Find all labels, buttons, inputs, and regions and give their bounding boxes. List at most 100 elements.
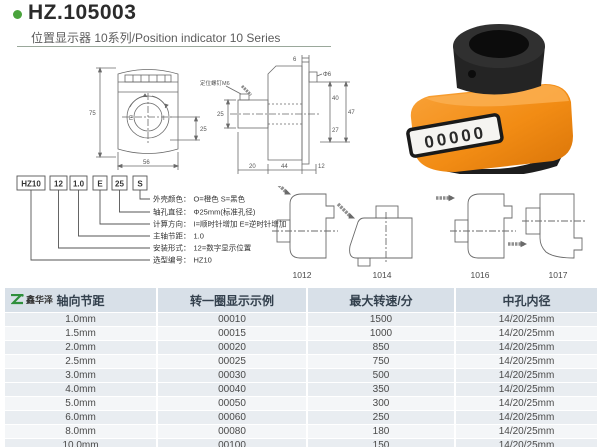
header-label: 中孔内径 (502, 293, 551, 308)
variant-1016-drawing (436, 193, 516, 259)
dim-27: 27 (332, 128, 339, 134)
cell-display: 00015 (156, 326, 307, 341)
variant-label-1016: 1016 (471, 270, 490, 280)
cell-speed: 1500 (306, 312, 455, 327)
dim-width: 56 (143, 160, 150, 166)
brand-logo-icon (11, 294, 24, 305)
cell-display: 00100 (156, 438, 307, 447)
variant-1012-drawing (272, 186, 338, 259)
table-row: 4.0mm 00040 350 14/20/25mm (5, 382, 597, 397)
brand-name: 鑫华泽 (26, 295, 54, 305)
variant-label-1012: 1012 (293, 270, 312, 280)
dir-label-e: E (129, 116, 133, 122)
cell-speed: 180 (306, 424, 455, 439)
cell-pitch: 10.0mm (5, 438, 157, 447)
cell-bore: 14/20/25mm (454, 382, 597, 397)
cell-speed: 1000 (306, 326, 455, 341)
brand-logo: 鑫华泽 (11, 293, 53, 306)
header-max-speed: 最大转速/分 (306, 288, 455, 313)
table-row: 3.0mm 00030 500 14/20/25mm (5, 368, 597, 383)
header-bore-diameter: 中孔内径 (454, 288, 597, 313)
dim-40: 40 (332, 96, 339, 102)
page-title: HZ.105003 (28, 1, 137, 24)
variant-label-1014: 1014 (373, 270, 392, 280)
cell-display: 00060 (156, 410, 307, 425)
shaft-hub (453, 24, 545, 95)
spec-table-header-row: 鑫华泽 轴向节距 转一圈显示示例 最大转速/分 中孔内径 (5, 288, 597, 313)
table-row: 5.0mm 00050 300 14/20/25mm (5, 396, 597, 411)
subtitle-underline (17, 46, 331, 47)
header-label: 转一圈显示示例 (189, 293, 274, 308)
cell-pitch: 5.0mm (5, 396, 157, 411)
code-row-pitch: 主轴节距： 1.0 (153, 231, 204, 241)
cell-bore: 14/20/25mm (454, 354, 597, 369)
cell-display: 00010 (156, 312, 307, 327)
cell-display: 00025 (156, 354, 307, 369)
cell-pitch: 3.0mm (5, 368, 157, 383)
cell-speed: 750 (306, 354, 455, 369)
cell-bore: 14/20/25mm (454, 396, 597, 411)
set-screw-label: 定位螺钉M6 (200, 79, 230, 87)
dim-shaft: 25 (217, 112, 224, 118)
dim-6: 6 (293, 57, 297, 63)
set-screw-hole (468, 70, 476, 78)
code-row-bore: 轴孔直径： Φ25mm(标准孔径) (153, 207, 256, 217)
dim-20: 20 (249, 164, 256, 170)
variant-1017-drawing (508, 193, 586, 259)
cell-bore: 14/20/25mm (454, 438, 597, 447)
counter-window: 00000 (406, 113, 504, 158)
variant-label-1017: 1017 (549, 270, 568, 280)
cell-display: 00050 (156, 396, 307, 411)
dir-label-i: I (163, 116, 165, 122)
table-row: 1.0mm 00010 1500 14/20/25mm (5, 312, 597, 327)
code-row-series: 选型编号： HZ10 (153, 255, 212, 265)
dim-44: 44 (281, 164, 288, 170)
cell-display: 00040 (156, 382, 307, 397)
code-box-mount: 12 (54, 180, 63, 189)
cell-pitch: 2.5mm (5, 354, 157, 369)
cell-display: 00020 (156, 340, 307, 355)
technical-drawing: 75 56 25 E I 25 20 44 12 6 Φ6 40 27 47 定… (89, 55, 355, 174)
code-box-color: S (137, 180, 143, 189)
code-box-pitch: 1.0 (73, 180, 85, 189)
table-row: 8.0mm 00080 180 14/20/25mm (5, 424, 597, 439)
dim-offset: 25 (200, 127, 207, 133)
code-row-direction: 计算方向： I=顺时针增加 E=逆时针增加 (153, 219, 286, 229)
cell-pitch: 6.0mm (5, 410, 157, 425)
cell-bore: 14/20/25mm (454, 368, 597, 383)
cell-speed: 350 (306, 382, 455, 397)
table-row: 2.0mm 00020 850 14/20/25mm (5, 340, 597, 355)
green-bullet-icon (13, 10, 22, 19)
cell-speed: 850 (306, 340, 455, 355)
cell-speed: 150 (306, 438, 455, 447)
code-box-bore: 25 (115, 180, 124, 189)
cell-speed: 300 (306, 396, 455, 411)
cell-speed: 500 (306, 368, 455, 383)
cell-bore: 14/20/25mm (454, 410, 597, 425)
code-row-color: 外壳颜色： O=橙色 S=黑色 (153, 194, 246, 204)
spec-table: 鑫华泽 轴向节距 转一圈显示示例 最大转速/分 中孔内径 1.0mm 00010 1… (5, 288, 597, 447)
table-row: 2.5mm 00025 750 14/20/25mm (5, 354, 597, 369)
cell-pitch: 1.0mm (5, 312, 157, 327)
dim-47: 47 (348, 110, 355, 116)
table-row: 6.0mm 00060 250 14/20/25mm (5, 410, 597, 425)
cell-pitch: 2.0mm (5, 340, 157, 355)
table-row: 1.5mm 00015 1000 14/20/25mm (5, 326, 597, 341)
cell-bore: 14/20/25mm (454, 340, 597, 355)
code-box-direction: E (97, 180, 103, 189)
page-subtitle: 位置显示器 10系列/Position indicator 10 Series (31, 31, 281, 45)
cell-bore: 14/20/25mm (454, 326, 597, 341)
table-row: 10.0mm 00100 150 14/20/25mm (5, 438, 597, 447)
mounting-variants: 1012 1014 1016 1017 (272, 186, 586, 280)
order-code-diagram: HZ10 12 1.0 E 25 S 外壳颜色： O=橙色 S=黑色 轴孔直径： Φ… (16, 175, 286, 265)
cell-display: 00080 (156, 424, 307, 439)
cell-speed: 250 (306, 410, 455, 425)
dim-screw-dia: Φ6 (323, 72, 332, 78)
header-label: 最大转速/分 (349, 293, 413, 308)
product-photo: 00000 (406, 24, 573, 174)
cell-pitch: 1.5mm (5, 326, 157, 341)
variant-1014-drawing (336, 202, 413, 267)
dim-12: 12 (318, 164, 325, 170)
header-label: 轴向节距 (56, 293, 105, 308)
